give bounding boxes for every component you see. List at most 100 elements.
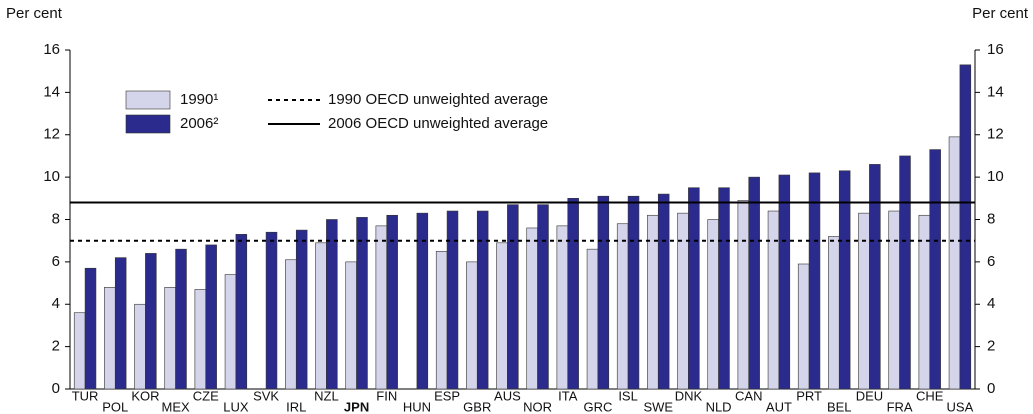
legend-label: 2006 OECD unweighted average: [328, 115, 548, 132]
x-tick-label: AUT: [766, 399, 792, 414]
x-tick-label: FIN: [376, 388, 397, 403]
bar: [194, 289, 207, 390]
legend-label: 2006²: [180, 115, 218, 132]
bar: [688, 187, 700, 390]
bar: [73, 312, 86, 390]
x-tick-label: SWE: [643, 399, 673, 414]
bar: [677, 212, 689, 390]
bar: [959, 64, 972, 390]
y2-axis-label: Per cent: [972, 5, 1029, 22]
y-tick-label: 6: [52, 253, 60, 270]
x-tick-label: NLD: [706, 399, 732, 414]
x-tick-label: NZL: [314, 388, 339, 403]
x-tick-label: DEU: [856, 388, 883, 403]
x-tick-label: BEL: [827, 399, 852, 414]
bar: [265, 231, 278, 390]
y2-tick-label: 4: [987, 295, 995, 312]
x-tick-label: HUN: [403, 399, 431, 414]
x-tick-label: PRT: [796, 388, 822, 403]
x-tick-label: KOR: [131, 388, 159, 403]
bar: [114, 257, 127, 390]
bar: [899, 155, 911, 390]
y-tick-label: 0: [52, 380, 60, 397]
x-tick-label: JPN: [344, 399, 369, 414]
bar: [235, 234, 248, 390]
y-tick-label: 12: [43, 126, 60, 143]
x-tick-label: DNK: [675, 388, 703, 403]
bar: [496, 242, 508, 390]
bar: [345, 261, 357, 390]
legend-label: 1990¹: [180, 91, 218, 108]
bar: [356, 217, 368, 390]
bar: [778, 174, 791, 390]
bar: [828, 236, 840, 390]
x-tick-label: ISL: [618, 388, 638, 403]
bar: [84, 267, 97, 390]
x-tick-label: CHE: [916, 388, 944, 403]
bar: [627, 195, 640, 390]
bar: [104, 286, 116, 390]
bar: [718, 187, 730, 390]
bar: [556, 225, 569, 390]
y-tick-label: 8: [52, 210, 60, 227]
bar: [295, 229, 308, 390]
bar: [567, 198, 579, 390]
legend-label: 1990 OECD unweighted average: [328, 91, 548, 108]
bar: [537, 204, 549, 390]
y-tick-label: 16: [43, 41, 60, 58]
bar: [948, 136, 961, 390]
bar: [888, 210, 900, 390]
x-tick-label: ESP: [434, 388, 460, 403]
bar: [134, 303, 146, 390]
bar: [808, 172, 821, 390]
x-tick-label: IRL: [286, 399, 306, 414]
y2-tick-label: 0: [987, 380, 995, 397]
bar: [285, 259, 297, 390]
y-tick-label: 4: [52, 295, 60, 312]
bar: [224, 274, 237, 390]
y2-tick-label: 12: [987, 126, 1004, 143]
bar: [205, 244, 217, 390]
legend-swatch: [125, 90, 171, 110]
y2-tick-label: 8: [987, 210, 995, 227]
y2-tick-label: 6: [987, 253, 995, 270]
x-tick-label: LUX: [223, 399, 249, 414]
bar: [657, 193, 670, 390]
x-tick-label: GBR: [463, 399, 491, 414]
y-tick-label: 10: [43, 168, 60, 185]
bar: [748, 176, 760, 390]
bar: [466, 261, 478, 390]
y-tick-label: 2: [52, 338, 60, 355]
x-tick-label: MEX: [161, 399, 190, 414]
x-tick-label: GRC: [583, 399, 612, 414]
y2-tick-label: 10: [987, 168, 1004, 185]
bar: [446, 210, 459, 390]
bar: [869, 164, 881, 390]
bar: [797, 263, 810, 390]
y2-tick-label: 14: [987, 83, 1004, 100]
y2-tick-label: 16: [987, 41, 1004, 58]
bar: [416, 212, 429, 390]
bar: [175, 248, 187, 390]
x-tick-label: TUR: [72, 388, 99, 403]
legend-swatch: [125, 114, 171, 134]
bar: [507, 204, 519, 390]
x-tick-label: CAN: [735, 388, 762, 403]
bar: [737, 200, 750, 390]
bar: [838, 170, 851, 390]
bar: [616, 223, 629, 390]
x-tick-label: FRA: [887, 399, 913, 414]
bar: [164, 286, 176, 390]
bar: [315, 242, 327, 390]
bar: [597, 195, 610, 390]
bar: [476, 210, 489, 390]
y-tick-label: 14: [43, 83, 60, 100]
x-tick-label: USA: [947, 399, 974, 414]
bar: [707, 219, 719, 390]
x-tick-label: ITA: [558, 388, 578, 403]
bar: [858, 212, 870, 390]
x-tick-label: CZE: [193, 388, 219, 403]
bar: [145, 253, 157, 390]
x-tick-label: POL: [102, 399, 128, 414]
